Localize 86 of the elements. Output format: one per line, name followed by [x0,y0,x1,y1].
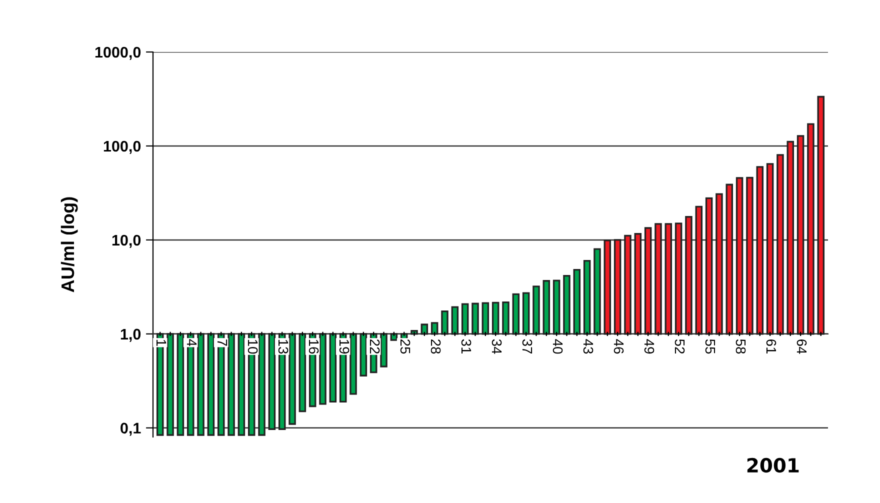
y-axis-title: AU/ml (log) [60,197,78,292]
bar [614,239,622,335]
x-tick-label: 7 [218,339,228,346]
bar [390,333,398,341]
x-tick-label: 16 [308,340,319,354]
bar [258,333,266,436]
bar [776,154,784,335]
bar [441,310,448,335]
x-tick-label: 61 [766,339,776,354]
bar [319,333,326,405]
bar [766,163,774,335]
x-tick-label: 43 [583,339,594,354]
bar [664,223,672,335]
bar [228,333,235,436]
bar [176,333,184,436]
y-tick-label: 1000,0 [95,46,141,60]
bar [380,333,388,368]
bar [674,222,682,335]
x-tick-label: 55 [705,339,716,354]
bar [461,303,469,335]
bar [716,193,723,335]
bar [573,268,581,335]
x-tick-label: 4 [187,339,197,346]
bar [563,275,570,335]
bar [807,123,814,335]
y-tick-label: 1,0 [120,328,141,342]
y-tick-label: 100,0 [104,140,141,154]
bar [329,333,337,403]
bar [705,197,713,335]
bar [420,324,428,335]
x-tick-label: 58 [736,339,746,354]
x-tick-label: 22 [370,339,380,354]
bar [736,177,744,335]
bar [726,184,734,335]
bar [166,333,174,436]
bar [542,280,550,335]
bar [685,216,692,335]
x-tick-label: 31 [461,339,472,354]
bar [492,302,500,335]
bar [451,306,459,335]
y-tick-label: 0,1 [120,422,141,436]
x-tick-label: 28 [430,339,441,354]
bar [654,223,662,335]
bar [552,280,560,335]
x-tick-label: 1 [156,340,166,346]
bar [512,293,520,335]
bar [268,333,276,430]
bar [634,233,642,335]
x-tick-label: 10 [248,340,258,354]
bar [594,248,601,335]
bar [786,140,794,335]
bar [522,292,530,335]
bar [288,333,296,425]
bar [604,240,612,335]
x-tick-label: 40 [552,339,563,354]
bar [756,166,764,335]
bar [482,302,490,335]
bar [410,330,418,335]
x-tick-label: 52 [674,339,685,354]
x-tick-label: 25 [400,339,410,354]
bar [796,135,804,335]
bar [298,333,306,412]
bar [197,333,204,436]
text: 2001 [747,458,799,473]
x-tick-label: 64 [796,339,807,354]
y-tick-label: 10,0 [112,234,141,248]
bar [695,206,703,335]
bar [746,176,754,335]
bar [624,234,632,335]
x-tick-label: 19 [339,340,350,354]
x-tick-label: 13 [278,340,288,354]
bar [583,260,591,335]
bar [207,333,215,436]
bar [502,301,510,335]
bar [430,322,438,335]
bar [238,333,246,436]
x-tick-label: 34 [492,339,502,354]
x-tick-label: 49 [644,339,654,354]
bar [644,227,652,335]
bar [532,286,540,335]
bar [350,333,357,395]
x-tick-label: 46 [614,339,624,354]
x-tick-label: 37 [522,339,532,354]
bar [360,333,368,376]
bar [472,302,479,335]
bar [817,96,825,335]
